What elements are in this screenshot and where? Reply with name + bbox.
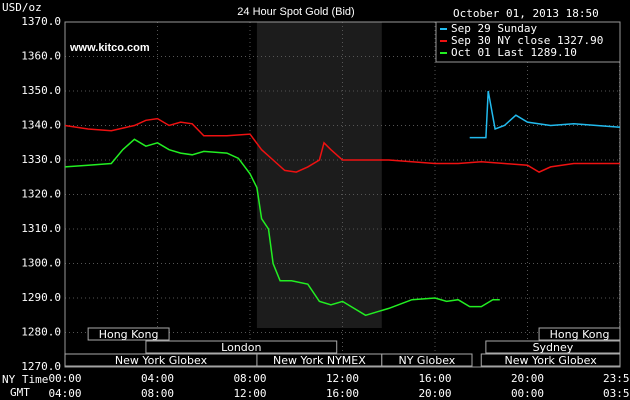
session-label: New York Globex	[115, 354, 208, 367]
legend-label: Sep 30 NY close 1327.90	[451, 34, 603, 47]
plot-frame	[64, 21, 621, 368]
y-tick-label: 1300.0	[21, 257, 61, 270]
x-tick-label: 20:00	[511, 372, 544, 385]
x-tick-label: 16:00	[418, 372, 451, 385]
legend-label: Sep 29 Sunday	[451, 22, 537, 35]
x2-tick-label: 12:00	[233, 387, 266, 400]
series-line	[469, 90, 621, 139]
y-tick-label: 1330.0	[21, 153, 61, 166]
session-label: Hong Kong	[550, 328, 610, 341]
x-tick-label: 12:00	[326, 372, 359, 385]
x-tick-label: 04:00	[141, 372, 174, 385]
session-box	[87, 327, 170, 341]
y-tick-label: 1310.0	[21, 222, 61, 235]
session-box	[145, 340, 338, 354]
series-line	[64, 117, 620, 173]
x2-tick-label: 04:00	[48, 387, 81, 400]
x-tick-label: 00:00	[48, 372, 81, 385]
x2-tick-label: 08:00	[141, 387, 174, 400]
x2-axis-label: GMT	[10, 386, 30, 399]
y-tick-label: 1270.0	[21, 360, 61, 373]
x2-tick-label: 16:00	[326, 387, 359, 400]
session-box	[381, 353, 473, 367]
x-tick-label: 23:59	[603, 372, 630, 385]
timestamp: October 01, 2013 18:50	[453, 7, 599, 20]
session-label: Sydney	[533, 341, 574, 354]
watermark: www.kitco.com	[69, 42, 150, 54]
y-tick-label: 1340.0	[21, 119, 61, 132]
x-axis-label: NY Time	[2, 373, 48, 386]
y-tick-label: 1280.0	[21, 326, 61, 339]
y-tick-label: 1290.0	[21, 291, 61, 304]
y-tick-label: 1320.0	[21, 188, 61, 201]
y-axis-label: USD/oz	[2, 1, 42, 14]
x2-tick-label: 03:59	[603, 387, 630, 400]
session-box	[485, 340, 621, 354]
session-shade	[256, 22, 382, 328]
legend-label: Oct 01 Last 1289.10	[451, 46, 577, 59]
x2-tick-label: 20:00	[418, 387, 451, 400]
series-line	[64, 138, 500, 317]
session-label: NY Globex	[398, 354, 455, 367]
x2-tick-label: 00:00	[511, 387, 544, 400]
session-label: Hong Kong	[99, 328, 159, 341]
session-box	[538, 327, 621, 341]
legend-box	[435, 21, 621, 63]
y-tick-label: 1350.0	[21, 84, 61, 97]
chart-title: 24 Hour Spot Gold (Bid)	[237, 6, 354, 18]
session-label: New York Globex	[505, 354, 598, 367]
session-box	[480, 353, 621, 367]
y-tick-label: 1360.0	[21, 50, 61, 63]
session-label: New York NYMEX	[273, 354, 366, 367]
session-label: London	[221, 341, 261, 354]
x-tick-label: 08:00	[233, 372, 266, 385]
y-tick-label: 1370.0	[21, 15, 61, 28]
